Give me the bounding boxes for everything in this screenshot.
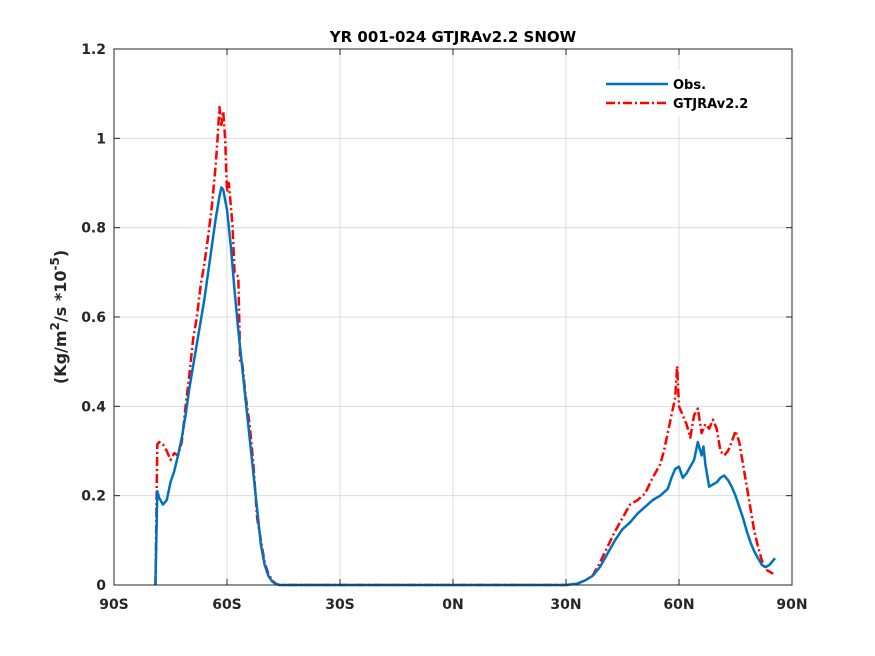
legend: Obs. GTJRAv2.2: [598, 70, 774, 116]
legend-label-gtjra: GTJRAv2.2: [673, 97, 748, 112]
x-tick-label: 60N: [663, 597, 694, 613]
x-tick-label: 30S: [325, 597, 355, 613]
x-tick-label: 90N: [776, 597, 807, 613]
y-tick-label: 0: [96, 578, 106, 594]
y-axis-label-prefix: (Kg/m: [51, 330, 70, 384]
legend-box: [598, 70, 774, 116]
y-axis-label-mid: /s *10: [51, 271, 70, 323]
x-tick-label: 60S: [212, 597, 242, 613]
x-tick-label: 30N: [550, 597, 581, 613]
x-tick-labels: 90S 60S 30S 0N 30N 60N 90N: [99, 597, 807, 613]
legend-label-obs: Obs.: [673, 78, 706, 93]
y-tick-labels: 0 0.2 0.4 0.6 0.8 1 1.2: [81, 42, 106, 594]
y-tick-label: 0.4: [81, 399, 106, 415]
y-axis-label: (Kg/m2/s *10-5): [48, 250, 70, 384]
y-tick-label: 0.8: [81, 221, 106, 237]
y-tick-label: 0.6: [81, 310, 106, 326]
y-tick-label: 0.2: [81, 489, 106, 505]
y-axis-label-sup1: 2: [48, 322, 62, 330]
y-tick-label: 1: [96, 131, 106, 147]
axis-ticks: [113, 48, 793, 586]
series-line-obs: [154, 186, 777, 587]
x-tick-label: 90S: [99, 597, 129, 613]
y-axis-label-sup2: -5: [48, 257, 62, 270]
x-tick-label: 0N: [442, 597, 463, 613]
y-axis-label-suffix: ): [51, 250, 70, 257]
chart-title: YR 001-024 GTJRAv2.2 SNOW: [329, 28, 577, 46]
y-tick-label: 1.2: [81, 42, 106, 58]
